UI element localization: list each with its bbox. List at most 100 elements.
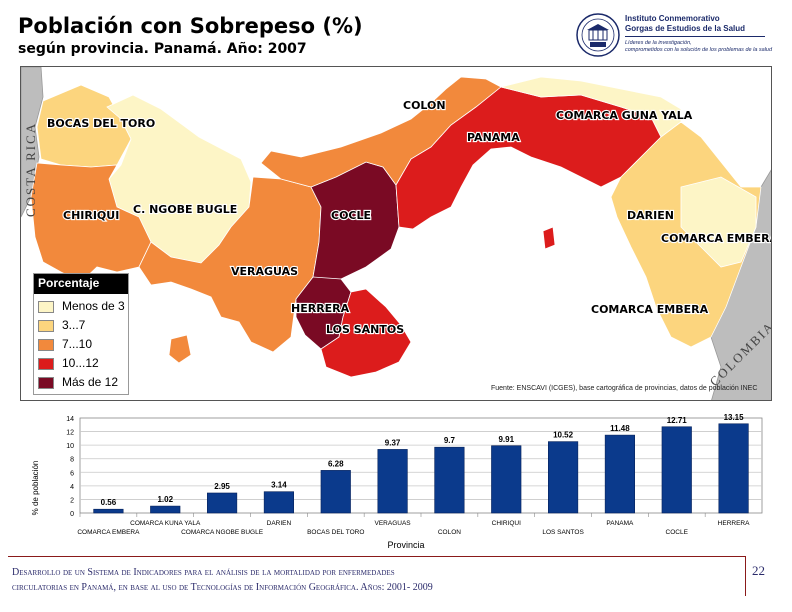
footer-line-2: circulatorias en Panamá, en base al uso … <box>12 582 433 593</box>
label-veraguas: VERAGUAS <box>231 265 298 278</box>
bar <box>718 423 749 514</box>
x-tick-label: PANAMA <box>606 520 634 527</box>
x-tick-label: COMARCA EMBERA <box>77 529 140 536</box>
logo-divider <box>625 36 765 37</box>
label-darien: DARIEN <box>627 209 674 222</box>
legend-label: Menos de 3 <box>62 299 125 313</box>
bar <box>491 445 522 514</box>
label-comarca-embera-2: COMARCA EMBERA <box>591 303 709 316</box>
data-label: 13.15 <box>724 413 745 422</box>
label-comarca-embera-1: COMARCA EMBERA <box>661 232 772 245</box>
label-los-santos: LOS SANTOS <box>326 323 404 336</box>
bar-chart: % de población Provincia 0 2 4 6 8 10 12 14 0.56… <box>31 413 763 550</box>
data-label: 2.95 <box>214 482 230 491</box>
data-label: 3.14 <box>271 481 287 490</box>
x-tick-label: COCLE <box>666 529 689 536</box>
x-axis-label: Provincia <box>387 540 424 550</box>
map-legend: Porcentaje Menos de 3 3...7 7...10 10...… <box>33 273 129 395</box>
y-tick-label: 4 <box>70 484 74 491</box>
data-label: 11.48 <box>610 424 630 433</box>
logo-line-2: Gorgas de Estudios de la Salud <box>625 24 746 33</box>
x-tick-label: LOS SANTOS <box>542 529 584 536</box>
island-coiba <box>168 334 192 364</box>
data-label: 9.7 <box>444 436 456 445</box>
plot-area <box>79 417 763 514</box>
bar <box>548 441 579 514</box>
bar <box>320 470 351 514</box>
neighbor-label-west: COSTA RICA <box>23 122 38 217</box>
data-label: 1.02 <box>157 495 173 504</box>
label-herrera: HERRERA <box>291 302 350 315</box>
data-label: 10.52 <box>553 431 574 440</box>
legend-label: 7...10 <box>62 337 93 351</box>
panama-choropleth-map: COSTA RICA COLOMBIA BOCAS DEL TORO COLON… <box>21 67 772 400</box>
x-tick-label: COMARCA KUNA YALA <box>130 520 201 527</box>
label-cocle: COCLE <box>331 209 371 222</box>
logo-tagline-2: comprometidos con la solución de los pro… <box>625 47 773 53</box>
legend-item: 7...10 <box>38 336 130 354</box>
page-number: 22 <box>752 563 765 578</box>
label-bocas-del-toro: BOCAS DEL TORO <box>47 117 155 130</box>
map-panel: COSTA RICA COLOMBIA BOCAS DEL TORO COLON… <box>20 66 772 401</box>
x-tick-label: COLON <box>438 529 461 536</box>
data-label: 12.71 <box>667 416 688 425</box>
x-tick-label: BOCAS DEL TORO <box>307 529 364 536</box>
legend-label: Más de 12 <box>62 375 119 389</box>
y-tick-label: 6 <box>70 470 74 477</box>
legend-swatch <box>38 301 54 313</box>
data-label: 9.37 <box>385 438 401 447</box>
y-tick-label: 0 <box>70 511 74 518</box>
bar <box>377 449 408 514</box>
page-subtitle: según provincia. Panamá. Año: 2007 <box>18 41 307 57</box>
bar <box>150 505 181 514</box>
data-label: 6.28 <box>328 459 344 468</box>
x-tick-label: COMARCA NGOBE BUGLE <box>181 529 264 536</box>
region-los-santos <box>320 288 412 378</box>
legend-swatch <box>38 377 54 389</box>
footer-line-1: Desarrollo de un Sistema de Indicadores … <box>12 567 395 578</box>
bar <box>434 446 465 514</box>
institution-logo: Instituto Conmemorativo Gorgas de Estudi… <box>575 12 775 64</box>
bar <box>604 434 635 514</box>
x-tick-label: DARIEN <box>267 520 292 527</box>
label-colon: COLON <box>403 99 446 112</box>
bar <box>661 426 692 514</box>
label-panama: PANAMA <box>467 131 520 144</box>
logo-tagline-1: Líderes de la investigación, <box>625 40 692 46</box>
costa-rica-region <box>21 67 44 218</box>
region-panama <box>395 86 662 230</box>
y-tick-label: 2 <box>70 497 74 504</box>
page-title: Población con Sobrepeso (%) <box>18 14 363 38</box>
legend-item: Menos de 3 <box>38 298 130 316</box>
legend-swatch <box>38 358 54 370</box>
bar <box>207 492 238 514</box>
region-comarca-embera <box>680 176 757 268</box>
y-tick-label: 12 <box>66 430 74 437</box>
legend-label: 3...7 <box>62 318 86 332</box>
y-tick-label: 8 <box>70 457 74 464</box>
x-tick-label: VERAGUAS <box>375 520 412 527</box>
label-ngobe-bugle: C. NGOBE BUGLE <box>133 203 237 216</box>
legend-swatch <box>38 320 54 332</box>
y-axis-label: % de población <box>31 461 40 516</box>
seal-icon <box>576 13 620 57</box>
legend-label: 10...12 <box>62 356 99 370</box>
legend-item: 10...12 <box>38 355 130 373</box>
x-tick-label: HERRERA <box>718 520 750 527</box>
map-source: Fuente: ENSCAVI (ICGES), base cartográfi… <box>491 385 758 392</box>
legend-swatch <box>38 339 54 351</box>
footer-frame <box>8 556 746 596</box>
legend-title: Porcentaje <box>34 274 128 294</box>
y-tick-label: 14 <box>66 416 74 423</box>
data-label: 0.56 <box>101 498 117 507</box>
y-tick-label: 10 <box>66 443 74 450</box>
logo-line-1: Instituto Conmemorativo <box>625 14 720 23</box>
data-label: 9.91 <box>498 435 514 444</box>
bar <box>93 508 124 514</box>
bar <box>263 491 294 514</box>
region-colon <box>260 76 502 188</box>
label-guna-yala: COMARCA GUNA YALA <box>556 109 693 122</box>
x-tick-label: CHIRIQUI <box>492 520 521 527</box>
legend-item: 3...7 <box>38 317 130 335</box>
island-pearls <box>542 226 556 250</box>
